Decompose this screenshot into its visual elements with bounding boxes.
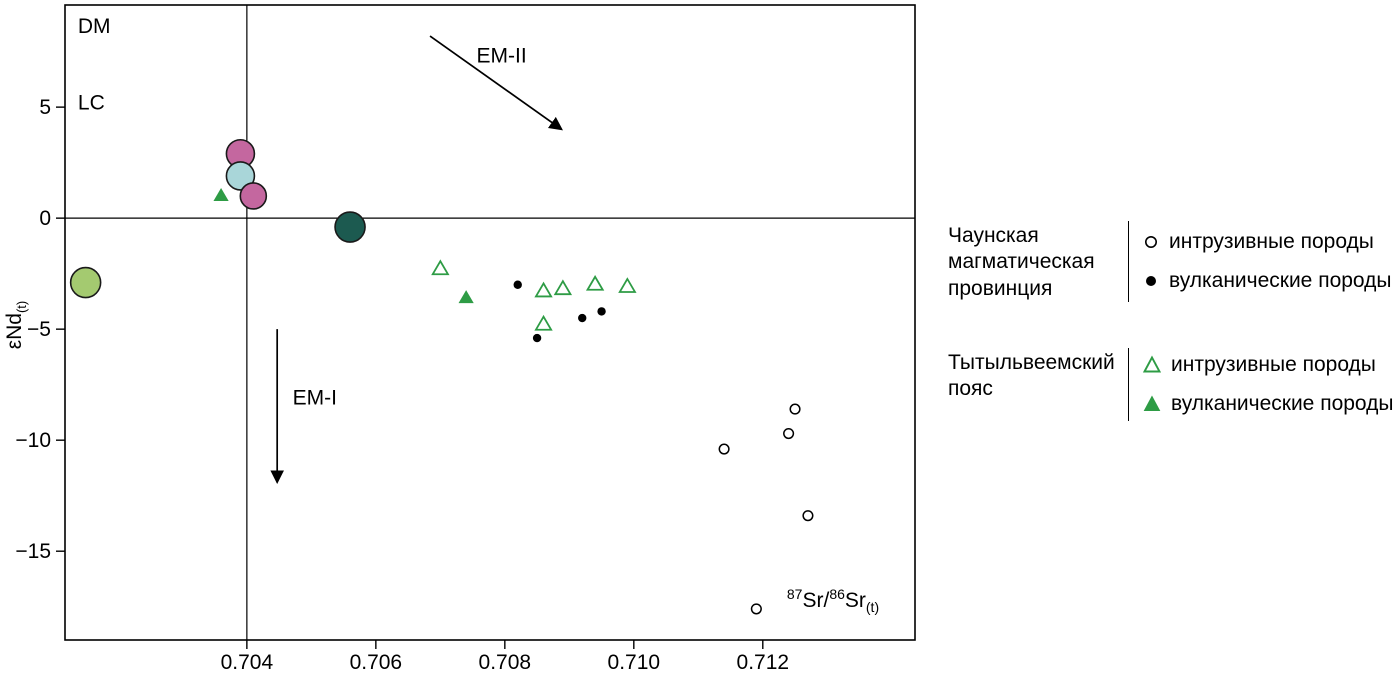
y-tick-label: 0 [39, 207, 51, 230]
legend-item-label: вулканические породы [1171, 391, 1394, 415]
arrow-label: EM-II [477, 45, 527, 68]
reference-composition-circle [334, 211, 366, 243]
data-point-filled-circle [597, 307, 606, 316]
open-triangle-icon [1142, 355, 1162, 373]
x-axis-label: 87Sr/86Sr(t) [787, 586, 879, 615]
y-tick-label: −5 [27, 318, 51, 341]
sr-nd-isotope-chart: 0.704 0.706 0.708 0.710 0.712 5 0 −5 −10 −15 EM-II… [3, 4, 916, 674]
legend-group-title: Чаунская магматическая провинция [948, 224, 1095, 300]
data-point-open-circle [750, 603, 762, 615]
data-point-filled-circle [578, 313, 587, 323]
data-point-open-circle [789, 403, 801, 415]
legend-item-label: вулканические породы [1169, 268, 1392, 292]
legend-item-label: интрузивные породы [1171, 352, 1376, 376]
legend-item-label: интрузивные породы [1169, 229, 1374, 253]
legend-item: вулканические породы [1142, 392, 1394, 416]
arrow-label: EM-I [293, 387, 337, 410]
data-point-open-circle [783, 427, 795, 440]
legend: Чаунская магматическая провинция интрузи… [948, 221, 1394, 421]
data-point-open-circle [802, 510, 814, 522]
filled-triangle-icon [1143, 395, 1161, 412]
plot-border [64, 4, 916, 641]
filled-circle-icon [1146, 275, 1156, 286]
data-point-filled-triangle [213, 187, 229, 201]
data-point-open-triangle [618, 277, 637, 293]
legend-items: интрузивные породы вулканические породы [1128, 221, 1392, 302]
data-point-open-triangle [585, 274, 605, 291]
legend-group-chaunskaya: Чаунская магматическая провинция интрузи… [948, 221, 1394, 302]
y-tick-label: 5 [39, 96, 51, 119]
legend-item: вулканические породы [1142, 269, 1392, 293]
reference-composition-circle [225, 161, 256, 191]
endmember-arrow [429, 35, 563, 131]
x-tick-label: 0.704 [221, 651, 274, 674]
legend-group-title: Тытыльвеемский пояс [948, 350, 1115, 400]
reservoir-label: DM [78, 15, 111, 38]
legend-item: интрузивные породы [1142, 353, 1394, 377]
y-tick-label: −10 [15, 429, 51, 452]
data-point-open-triangle [553, 279, 573, 296]
y-axis-label: εNd(t) [3, 301, 29, 350]
data-point-filled-triangle [458, 290, 474, 304]
reference-composition-circle [239, 182, 268, 210]
y-tick-label: −15 [15, 540, 51, 563]
x-tick-label: 0.712 [737, 651, 790, 674]
data-point-open-triangle [431, 259, 450, 276]
data-point-filled-circle [532, 333, 542, 343]
data-point-open-triangle [534, 281, 553, 298]
legend-group-tytylveem: Тытыльвеемский пояс интрузивные породы в… [948, 347, 1394, 421]
x-tick-label: 0.710 [608, 651, 661, 674]
data-point-open-triangle [534, 314, 553, 331]
data-point-open-circle [718, 443, 730, 455]
legend-items: интрузивные породы вулканические породы [1128, 347, 1394, 421]
legend-item: интрузивные породы [1142, 230, 1392, 254]
reservoir-label: LC [78, 91, 105, 114]
reference-composition-circle [69, 266, 102, 299]
open-circle-icon [1145, 235, 1157, 248]
data-point-filled-circle [513, 280, 522, 289]
x-tick-label: 0.706 [350, 651, 403, 674]
x-tick-label: 0.708 [479, 651, 532, 674]
